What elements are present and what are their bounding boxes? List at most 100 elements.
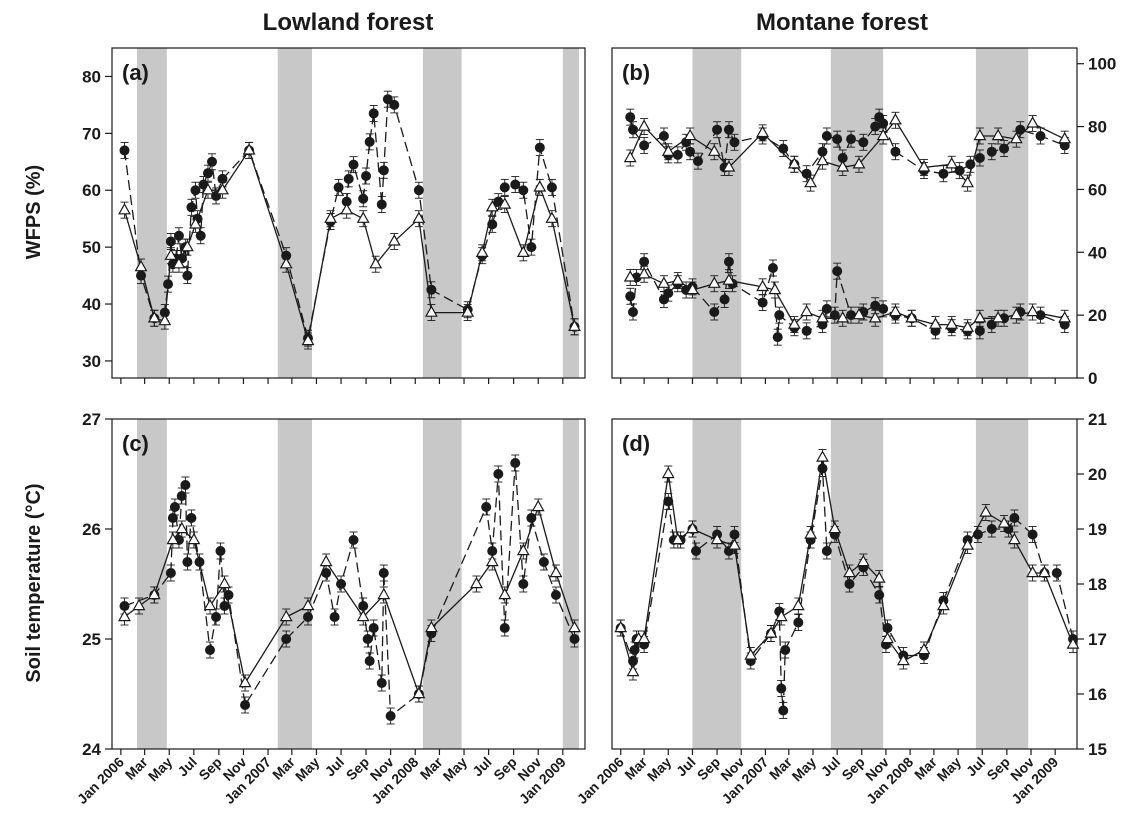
data-point-circle [348,535,359,545]
data-point-triangle [623,270,637,282]
shaded-period [830,48,884,378]
y-tick-label: 20 [1088,306,1107,325]
y-tick-label: 60 [82,181,101,200]
data-point-triangle [1007,532,1021,545]
data-point-circle [974,325,985,336]
data-point-triangle [324,211,338,223]
y-tick-label: 26 [82,520,101,539]
plot-frame [611,47,1078,379]
data-point-circle [546,182,557,193]
data-point-circle [165,568,176,578]
data-point-circle [878,118,889,129]
data-point-triangle [881,631,894,644]
data-point-circle [774,310,785,321]
data-point-circle [362,634,373,644]
data-point-circle [487,219,498,230]
data-point-triangle [1026,304,1040,317]
data-point-circle [837,153,848,163]
data-point-triangle [172,256,186,269]
data-point-circle [364,136,375,147]
data-point-triangle [1009,307,1023,320]
data-point-circle [195,230,206,241]
x-tick-label: Sep [343,754,372,783]
data-point-circle [358,193,369,204]
data-point-circle [376,199,387,210]
data-point-circle [663,288,674,299]
wfps-axis-label: WFPS (%) [23,165,45,259]
y-tick-label: 18 [1088,575,1107,594]
data-point-triangle [828,521,842,534]
data-point-circle [1009,513,1020,523]
data-point-triangle [961,175,975,188]
panel-label: (b) [622,60,650,85]
data-point-triangle [158,313,172,326]
data-point-triangle [896,653,910,666]
data-point-circle [691,546,702,556]
data-point-circle [729,137,740,148]
data-point-circle [518,579,529,589]
data-point-triangle [568,620,581,633]
data-point-triangle [800,304,814,317]
data-point-triangle [118,609,131,622]
data-point-triangle [485,200,499,212]
data-point-circle [281,634,292,644]
series-line [123,97,576,339]
data-point-circle [389,99,400,110]
data-point-triangle [710,532,724,545]
data-point-circle [723,124,734,135]
data-point-circle [321,568,332,578]
panel-b: 0 20 40 60 80 100 (b) [611,47,1116,388]
data-point-triangle [319,554,333,567]
shaded-period [277,419,313,749]
data-point-circle [364,656,375,666]
data-point-triangle [175,521,189,534]
data-point-circle [1027,529,1038,540]
y-tick-label: 60 [1088,180,1107,199]
data-point-circle [376,678,387,688]
data-point-triangle [637,267,651,279]
x-tick-label: Sep [196,754,225,783]
data-point-triangle [187,532,201,545]
data-point-circle [341,196,352,207]
y-tick-label: 15 [1088,740,1107,759]
data-point-triangle [201,182,215,195]
data-point-triangle [147,587,161,600]
data-point-circle [413,185,424,196]
shaded-period [692,419,742,749]
data-point-triangle [164,248,178,260]
data-point-circle [778,705,789,716]
data-point-circle [176,491,187,501]
data-point-circle [663,496,674,507]
data-point-triangle [475,245,489,257]
y-tick-label: 80 [82,67,101,86]
data-point-triangle [876,128,890,141]
data-point-triangle [470,576,483,589]
data-point-triangle [868,311,882,323]
data-point-triangle [991,311,1005,323]
panel-label: (c) [122,431,149,456]
data-point-triangle [787,317,801,329]
x-tick-label: Jan 2006 [574,754,627,807]
data-point-triangle [356,211,370,223]
data-point-circle [510,179,521,190]
x-tick-label: Jul [818,754,844,780]
data-point-triangle [722,273,736,285]
data-point-triangle [637,631,651,644]
data-point-triangle [816,311,829,323]
data-point-triangle [852,157,866,169]
data-point-triangle [945,157,959,169]
data-point-triangle [683,128,697,141]
data-point-circle [173,230,184,241]
data-point-circle [801,325,812,336]
shaded-period [422,48,462,378]
data-point-circle [499,182,510,193]
data-point-circle [719,294,730,305]
data-point-circle [639,140,650,151]
x-tick-label: May [440,754,471,785]
data-point-triangle [340,202,354,215]
data-point-triangle [132,598,146,611]
data-point-circle [302,612,313,622]
data-point-circle [385,711,396,721]
data-point-triangle [549,565,563,578]
data-point-triangle [722,160,736,172]
